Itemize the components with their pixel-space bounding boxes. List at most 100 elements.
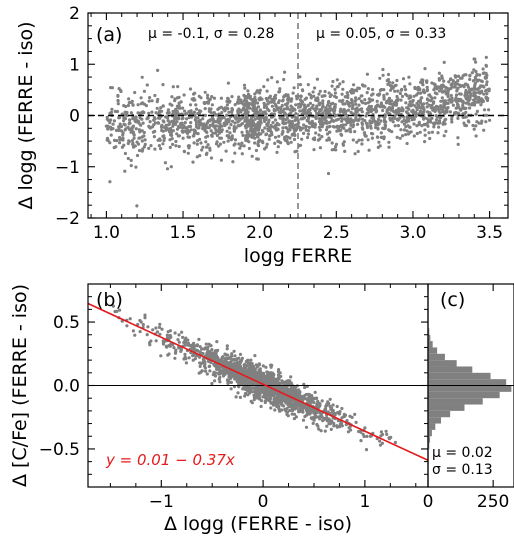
panel-b-point <box>340 406 344 411</box>
panel-a-point <box>416 103 420 107</box>
panel-a-point <box>270 76 274 80</box>
panel-b-point <box>243 366 247 371</box>
panel-a-y-tick-label: 0 <box>69 107 80 127</box>
panel-a-point <box>199 141 203 145</box>
panel-a-point <box>306 129 311 133</box>
panel-a-point <box>456 79 460 83</box>
panel-a-point <box>393 100 397 104</box>
panel-a-point <box>273 141 277 145</box>
panel-a-point <box>442 79 446 83</box>
panel-a-point <box>142 145 146 149</box>
panel-b-point <box>173 331 177 335</box>
panel-a-point <box>161 104 165 108</box>
panel-a-point <box>254 148 258 153</box>
panel-a-point <box>182 125 186 129</box>
panel-a-point <box>141 121 145 125</box>
panel-a-point <box>393 110 397 114</box>
panel-a-point <box>443 122 447 126</box>
panel-a-point <box>224 149 228 153</box>
panel-b-point <box>234 376 238 380</box>
panel-b-point <box>243 391 248 396</box>
panel-a-point <box>458 92 462 96</box>
panel-a-point <box>159 106 163 110</box>
panel-a-point <box>205 121 209 125</box>
panel-a-point <box>441 110 445 114</box>
panel-a-point <box>268 100 272 104</box>
panel-a-point <box>291 91 295 95</box>
panel-a-point <box>427 93 431 97</box>
panel-b-point <box>207 342 211 346</box>
panel-b-point <box>379 430 383 434</box>
panel-a-y-tick-label: 1 <box>69 55 80 75</box>
panel-a-point <box>447 80 451 84</box>
panel-a-point <box>456 74 461 78</box>
panel-a-point <box>175 127 180 131</box>
panel-b-point <box>226 353 230 357</box>
panel-b-point <box>313 390 317 394</box>
panel-a-point <box>438 111 442 115</box>
panel-a-point <box>401 134 405 138</box>
panel-a-point <box>108 141 112 145</box>
panel-b-point <box>254 375 258 379</box>
panel-a-point <box>482 128 486 132</box>
panel-a-point <box>133 90 137 95</box>
panel-a-point <box>360 121 364 125</box>
panel-a-point <box>472 90 476 95</box>
panel-b-point <box>177 340 181 344</box>
panel-b-point <box>245 359 249 363</box>
panel-a-point <box>303 97 307 101</box>
panel-a-point <box>442 60 446 64</box>
panel-a-point <box>194 122 198 126</box>
panel-a-point <box>354 98 358 102</box>
panel-a-point <box>171 124 175 128</box>
panel-a-point <box>165 167 170 171</box>
panel-a-point <box>130 139 134 143</box>
panel-a-point <box>356 149 360 154</box>
panel-a-point <box>404 110 409 114</box>
panel-a-point <box>245 99 249 103</box>
panel-a-point <box>146 116 150 120</box>
panel-a-point <box>106 138 110 143</box>
panel-b-point <box>205 372 209 376</box>
panel-a-point <box>442 101 446 106</box>
panel-a-point <box>421 110 425 114</box>
panel-a-point <box>375 99 379 103</box>
panel-a-point <box>382 118 387 122</box>
panel-a-point <box>364 101 368 106</box>
panel-a-point <box>218 127 222 131</box>
panel-b-point <box>221 371 225 375</box>
panel-a-point <box>340 92 344 96</box>
panel-a-point <box>214 124 218 128</box>
panel-a-point <box>323 89 327 94</box>
panel-a-point <box>257 138 262 142</box>
panel-a-point <box>246 123 250 127</box>
panel-a-point <box>425 88 430 92</box>
panel-a-point <box>443 99 447 103</box>
panel-c-frame <box>427 283 514 488</box>
panel-a-point <box>275 150 279 154</box>
panel-a-point <box>237 119 241 123</box>
panel-b-point <box>193 348 197 352</box>
panel-a-point <box>388 84 393 88</box>
panel-a-point <box>448 110 452 114</box>
panel-a-point <box>484 120 488 124</box>
panel-a-point <box>390 130 394 134</box>
panel-a-point <box>132 133 136 137</box>
panel-a-point <box>282 107 286 111</box>
panel-a-point <box>193 129 197 133</box>
panel-a-point <box>285 138 289 142</box>
panel-a-point <box>252 108 256 113</box>
panel-b-x-tick-label: 1 <box>359 492 370 512</box>
panel-a-point <box>212 96 216 100</box>
panel-a-point <box>155 106 159 110</box>
panel-b-point <box>151 328 155 332</box>
panel-a-point <box>471 79 475 83</box>
panel-a-point <box>164 123 168 127</box>
panel-b-point <box>280 389 284 393</box>
panel-a-point <box>396 89 400 93</box>
panel-a-point <box>180 121 184 125</box>
panel-a-point <box>363 131 367 135</box>
panel-a-point <box>166 116 170 120</box>
panel-b-point <box>284 390 288 394</box>
panel-a-point <box>473 57 477 61</box>
